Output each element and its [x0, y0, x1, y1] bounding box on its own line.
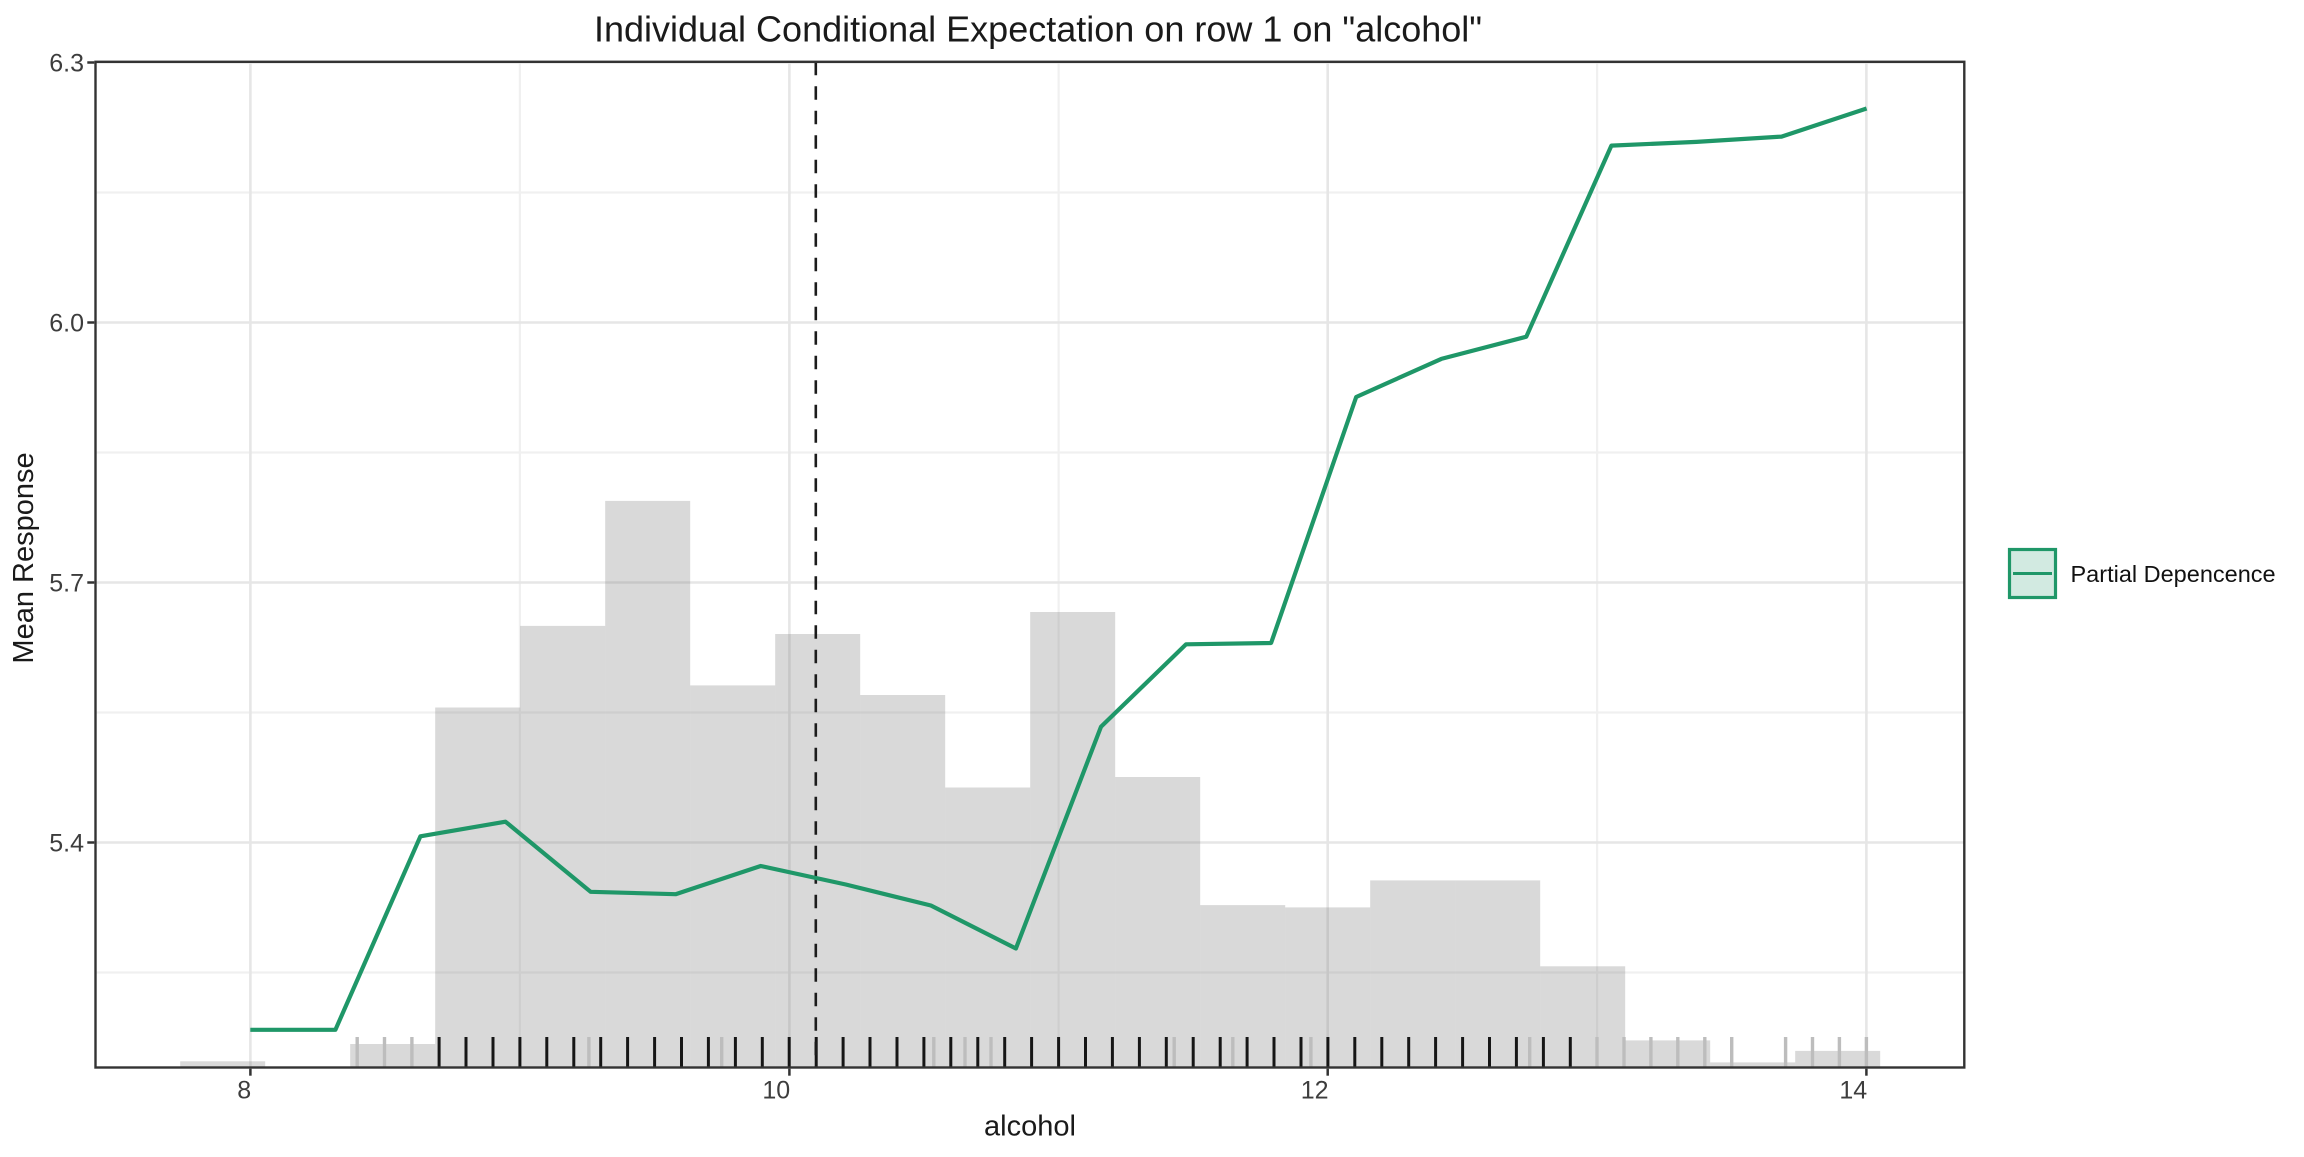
svg-text:8: 8 [237, 1077, 251, 1105]
svg-text:10: 10 [762, 1077, 790, 1105]
svg-text:5.4: 5.4 [49, 830, 84, 858]
svg-text:5.7: 5.7 [49, 570, 84, 598]
svg-text:Partial Depencence: Partial Depencence [2071, 561, 2276, 587]
svg-text:Individual Conditional Expecta: Individual Conditional Expectation on ro… [594, 8, 1482, 49]
svg-text:Mean Response: Mean Response [8, 452, 40, 663]
svg-text:alcohol: alcohol [984, 1110, 1076, 1142]
svg-text:12: 12 [1301, 1077, 1329, 1105]
svg-text:14: 14 [1839, 1077, 1867, 1105]
svg-text:6.0: 6.0 [49, 310, 84, 338]
svg-text:6.3: 6.3 [49, 50, 84, 78]
